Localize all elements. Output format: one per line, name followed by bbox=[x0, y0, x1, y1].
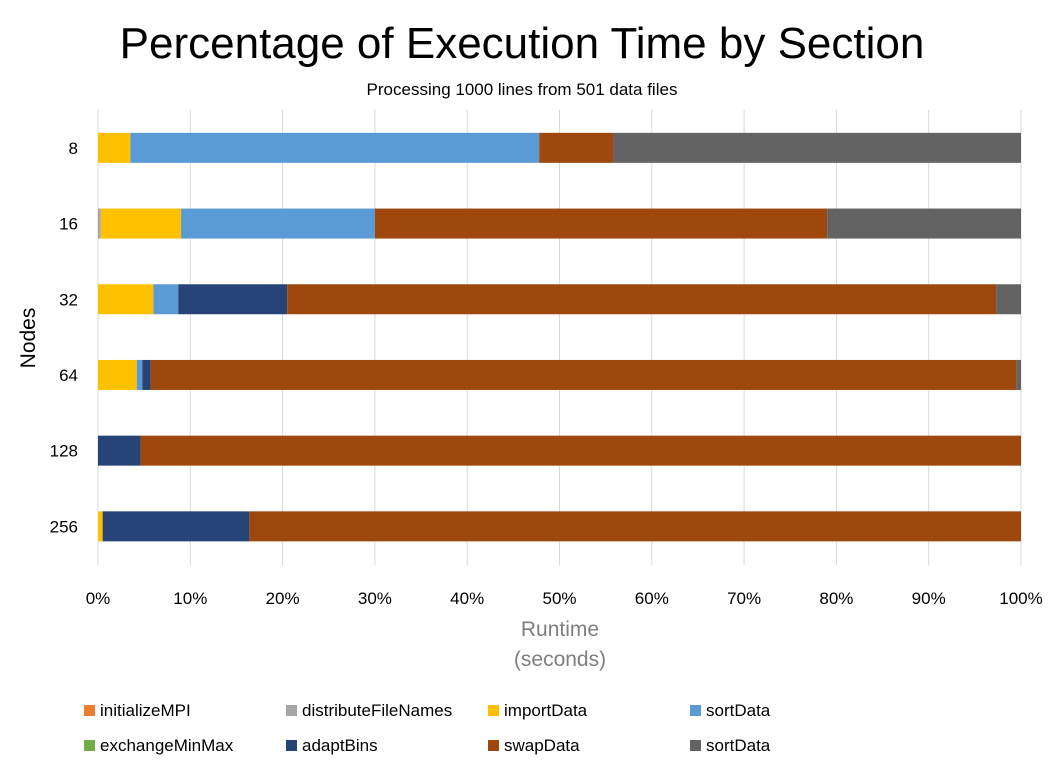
x-tick-label: 80% bbox=[819, 589, 853, 608]
bar-segment-importData bbox=[98, 132, 131, 163]
legend-label: initializeMPI bbox=[100, 701, 191, 720]
bar-segment-swapData bbox=[374, 208, 828, 239]
x-tick-label: 70% bbox=[727, 589, 761, 608]
x-tick-label: 60% bbox=[635, 589, 669, 608]
bar-segment-sortData bbox=[181, 208, 375, 239]
legend-swatch bbox=[488, 705, 499, 716]
x-axis-tick-labels: 0% 10% 20% 30% 40% 50% 60% 70% 80% 90% 100% bbox=[86, 589, 1043, 608]
bar-segment-sortData bbox=[613, 132, 1021, 163]
bar-segment-sortData bbox=[827, 208, 1021, 239]
legend-label: distributeFileNames bbox=[302, 701, 452, 720]
y-category-label: 256 bbox=[50, 517, 78, 536]
bar-segment-importData bbox=[98, 284, 154, 315]
chart-subtitle: Processing 1000 lines from 501 data file… bbox=[367, 80, 678, 99]
legend-swatch bbox=[84, 740, 95, 751]
legend-swatch bbox=[286, 705, 297, 716]
bar-segment-swapData bbox=[140, 435, 1021, 466]
y-axis-title: Nodes bbox=[17, 308, 40, 369]
legend-label: sortData bbox=[706, 736, 771, 755]
x-tick-label: 50% bbox=[542, 589, 576, 608]
legend-label: exchangeMinMax bbox=[100, 736, 234, 755]
bar-segment-adaptBins bbox=[178, 284, 288, 315]
y-category-label: 8 bbox=[69, 139, 78, 158]
legend-swatch bbox=[690, 740, 701, 751]
legend-swatch bbox=[84, 705, 95, 716]
x-axis-title-line2: (seconds) bbox=[514, 648, 606, 671]
bar-segment-swapData bbox=[249, 511, 1021, 542]
gridlines bbox=[97, 110, 1022, 565]
bar-segment-adaptBins bbox=[98, 435, 141, 466]
legend-label: swapData bbox=[504, 736, 580, 755]
y-category-label: 32 bbox=[59, 290, 78, 309]
legend-swatch bbox=[690, 705, 701, 716]
x-tick-label: 0% bbox=[86, 589, 111, 608]
x-tick-label: 10% bbox=[173, 589, 207, 608]
bar-segment-importData bbox=[98, 359, 137, 390]
bar-segment-importData bbox=[98, 511, 103, 542]
bar-segment-distributeFileNames bbox=[98, 208, 101, 239]
bar-segment-sortData bbox=[153, 284, 179, 315]
legend-label: adaptBins bbox=[302, 736, 378, 755]
legend-label: importData bbox=[504, 701, 588, 720]
x-tick-label: 40% bbox=[450, 589, 484, 608]
x-tick-label: 20% bbox=[266, 589, 300, 608]
bar-segment-adaptBins bbox=[142, 359, 151, 390]
y-category-label: 16 bbox=[59, 215, 78, 234]
y-category-label: 64 bbox=[59, 366, 78, 385]
chart-title: Percentage of Execution Time by Section bbox=[120, 19, 925, 68]
x-tick-label: 90% bbox=[912, 589, 946, 608]
legend-swatch bbox=[286, 740, 297, 751]
legend-swatch bbox=[488, 740, 499, 751]
y-category-label: 128 bbox=[50, 442, 78, 461]
x-tick-label: 100% bbox=[999, 589, 1042, 608]
x-axis-title-line1: Runtime bbox=[521, 618, 599, 641]
bar-segment-swapData bbox=[539, 132, 614, 163]
bar-segment-sortData bbox=[136, 359, 143, 390]
bar-segment-swapData bbox=[150, 359, 1017, 390]
bar-segment-sortData bbox=[1016, 359, 1021, 390]
bar-segment-importData bbox=[100, 208, 182, 239]
bars-area bbox=[98, 132, 1021, 542]
y-axis-labels: 8 16 32 64 128 256 bbox=[50, 139, 78, 536]
bar-segment-sortData bbox=[130, 132, 540, 163]
x-tick-label: 30% bbox=[358, 589, 392, 608]
bar-segment-sortData bbox=[996, 284, 1021, 315]
bar-segment-swapData bbox=[287, 284, 997, 315]
bar-segment-adaptBins bbox=[102, 511, 250, 542]
legend-label: sortData bbox=[706, 701, 771, 720]
legend: initializeMPI distributeFileNames importDa… bbox=[84, 701, 771, 755]
